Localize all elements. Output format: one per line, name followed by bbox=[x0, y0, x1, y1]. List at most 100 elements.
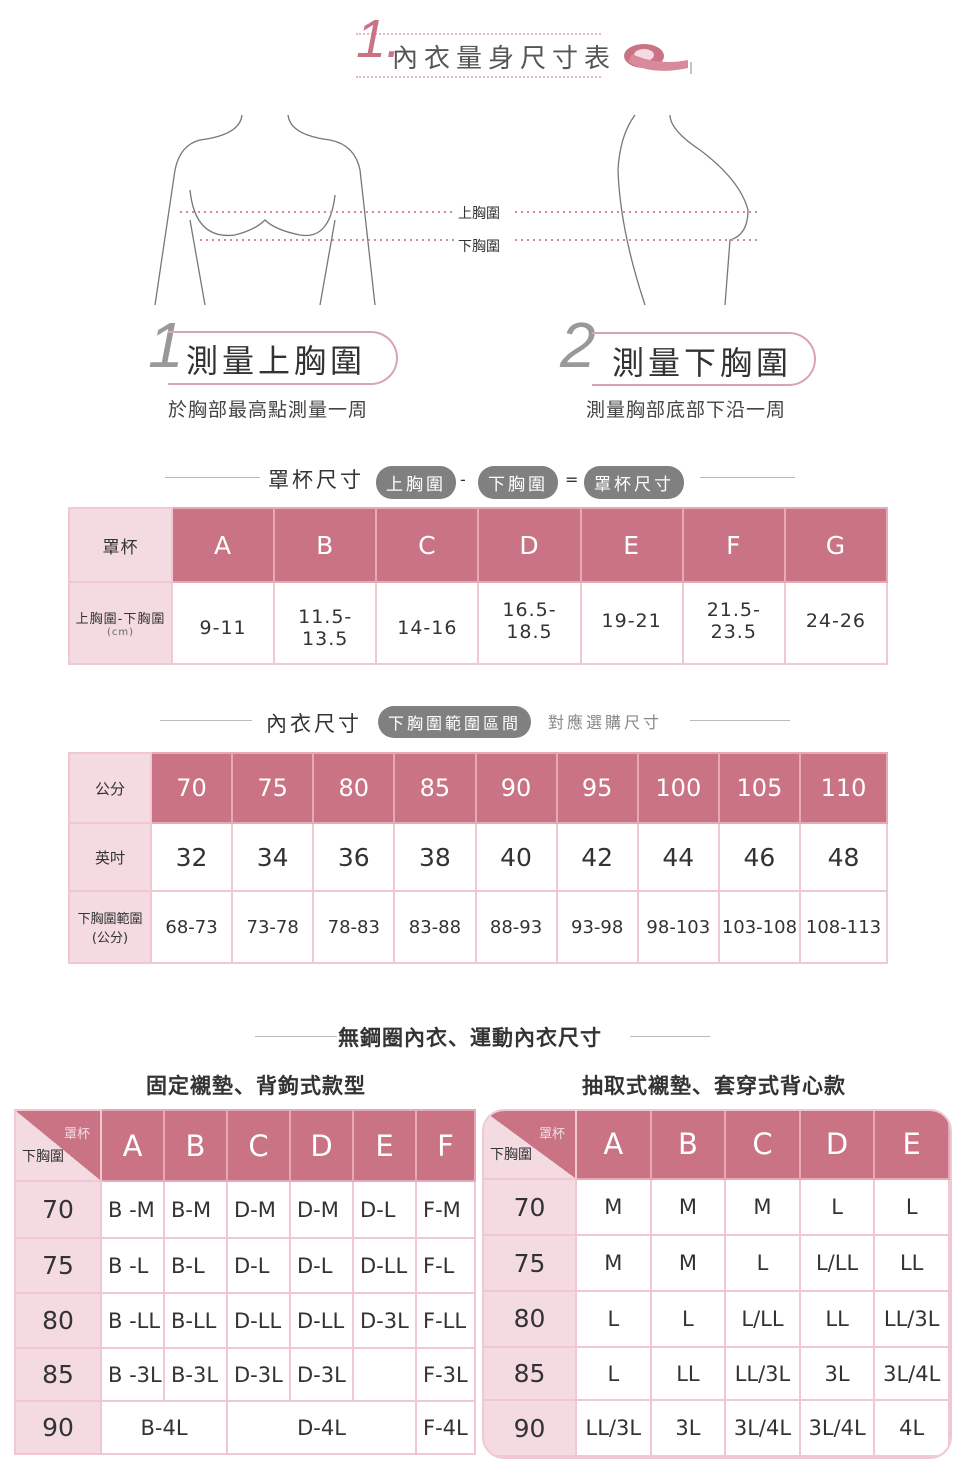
table-cell: B -3L bbox=[100, 1347, 165, 1402]
band-header: 70 bbox=[149, 752, 234, 824]
table-cell: F-L bbox=[415, 1237, 476, 1294]
table-cell: M bbox=[649, 1234, 727, 1293]
page-title: 內衣量身尺寸表 bbox=[392, 44, 617, 74]
row-label: 上胸圍-下胸圍 (cm) bbox=[68, 581, 173, 665]
table-cell: F-M bbox=[415, 1180, 476, 1239]
table-cell: 16.5-18.5 bbox=[477, 581, 582, 665]
table-cell: L/LL bbox=[724, 1290, 801, 1348]
table-cell: 93-98 bbox=[555, 890, 639, 964]
band-header: 110 bbox=[799, 752, 888, 824]
band-label: 90 bbox=[484, 1399, 577, 1457]
band-header: 85 bbox=[393, 752, 477, 824]
table-cell: L bbox=[649, 1290, 727, 1348]
table-cell: D-LL bbox=[289, 1292, 354, 1349]
divider bbox=[160, 720, 252, 721]
section-number: 1. bbox=[356, 9, 402, 69]
table-cell: B-L bbox=[163, 1237, 228, 1294]
band-header: 105 bbox=[717, 752, 802, 824]
band-label: 85 bbox=[484, 1345, 577, 1402]
left-table-title: 固定襯墊、背鉤式款型 bbox=[146, 1074, 366, 1098]
table-row: 90 LL/3L 3L 3L/4L 3L/4L 4L bbox=[484, 1399, 950, 1457]
table-cell: B -LL bbox=[100, 1292, 165, 1349]
table-cell: D-L bbox=[226, 1237, 291, 1294]
band-header: 95 bbox=[555, 752, 639, 824]
band-label: 80 bbox=[14, 1292, 102, 1349]
table-cell: B -L bbox=[100, 1237, 165, 1294]
divider bbox=[356, 76, 601, 78]
table-cell: F-4L bbox=[415, 1400, 476, 1455]
table-cell: 3L/4L bbox=[798, 1399, 876, 1457]
corner-cell: 罩杯 bbox=[68, 507, 173, 583]
band-header: 80 bbox=[312, 752, 396, 824]
row-label: 英吋 bbox=[68, 822, 152, 892]
table-cell: B-LL bbox=[163, 1292, 228, 1349]
under-bust-label: 下胸圍 bbox=[458, 239, 500, 255]
table-row: 70 M M M L L bbox=[484, 1177, 950, 1237]
table-cell: 3L/4L bbox=[873, 1345, 950, 1402]
row-label: 公分 bbox=[68, 752, 152, 824]
table-cell: LL/3L bbox=[873, 1290, 950, 1348]
table-row: 75 B -L B-L D-L D-L D-LL F-L bbox=[14, 1237, 476, 1294]
table-cell: LL bbox=[649, 1345, 727, 1402]
table-cell: 44 bbox=[636, 822, 720, 892]
cup-header: E bbox=[579, 507, 684, 583]
divider bbox=[255, 1036, 337, 1037]
band-header: 100 bbox=[636, 752, 720, 824]
bra-size-label: 內衣尺寸 bbox=[266, 712, 362, 736]
cup-header: E bbox=[352, 1109, 417, 1182]
cup-header: D bbox=[289, 1109, 354, 1182]
row-label-text: 下胸圍範圍 bbox=[77, 912, 143, 927]
cup-header: F bbox=[681, 507, 786, 583]
table-cell: B-M bbox=[163, 1180, 228, 1239]
cup-size-table: 罩杯 A B C D E F G 上胸圍-下胸圍 (cm) 9-11 11.5-1… bbox=[68, 507, 889, 665]
table-cell: 4L bbox=[873, 1399, 950, 1457]
row-unit: (cm) bbox=[106, 627, 135, 638]
fixed-pad-size-table: 罩杯 下胸圍 A B C D E F 70 B -M B-M D-M D-M D-L F-M 75 B -L B-… bbox=[14, 1109, 476, 1455]
table-cell: D-4L bbox=[226, 1400, 417, 1455]
table-cell: LL/3L bbox=[575, 1399, 652, 1457]
cup-header: D bbox=[798, 1111, 876, 1180]
upper-bust-label: 上胸圍 bbox=[458, 206, 500, 222]
table-row: 90 B-4L D-4L F-4L bbox=[14, 1400, 476, 1455]
table-cell: 36 bbox=[312, 822, 396, 892]
step-title-box bbox=[592, 332, 816, 386]
table-cell: 46 bbox=[717, 822, 802, 892]
band-label: 70 bbox=[484, 1177, 577, 1237]
table-cell: D-LL bbox=[352, 1237, 417, 1294]
table-cell: B-4L bbox=[100, 1400, 228, 1455]
cup-header: E bbox=[873, 1111, 950, 1180]
step-number: 2 bbox=[560, 309, 596, 381]
table-cell: 42 bbox=[555, 822, 639, 892]
cup-header: A bbox=[100, 1109, 165, 1182]
cup-size-label: 罩杯尺寸 bbox=[268, 468, 364, 492]
table-cell: 108-113 bbox=[799, 890, 888, 964]
under-bust-pill: 下胸圍 bbox=[478, 466, 558, 499]
divider bbox=[165, 477, 260, 478]
row-unit: (公分) bbox=[91, 931, 129, 946]
cup-header: B bbox=[273, 507, 378, 583]
band-label: 90 bbox=[14, 1400, 102, 1455]
table-cell: 11.5-13.5 bbox=[273, 581, 378, 665]
table-cell: 73-78 bbox=[231, 890, 315, 964]
cup-header: D bbox=[477, 507, 582, 583]
table-row: 80 L L L/LL LL LL/3L bbox=[484, 1290, 950, 1348]
table-cell: F-3L bbox=[415, 1347, 476, 1402]
table-cell: M bbox=[649, 1177, 727, 1237]
row-label: 下胸圍範圍 (公分) bbox=[68, 890, 152, 964]
divider bbox=[700, 477, 795, 478]
cup-header: C bbox=[375, 507, 480, 583]
cup-header: G bbox=[783, 507, 889, 583]
cup-header: B bbox=[649, 1111, 727, 1180]
table-header-row: 罩杯 A B C D E F G bbox=[68, 507, 889, 583]
step-title: 測量上胸圍 bbox=[186, 342, 367, 380]
cup-header: C bbox=[226, 1109, 291, 1182]
table-cell: F-LL bbox=[415, 1292, 476, 1349]
table-cell: 48 bbox=[799, 822, 888, 892]
table-cell: B-3L bbox=[163, 1347, 228, 1402]
cup-header: B bbox=[163, 1109, 228, 1182]
table-cell: D-3L bbox=[289, 1347, 354, 1402]
table-row: 85 B -3L B-3L D-3L D-3L F-3L bbox=[14, 1347, 476, 1402]
table-cell: M bbox=[575, 1177, 652, 1237]
table-cell: 21.5-23.5 bbox=[681, 581, 786, 665]
